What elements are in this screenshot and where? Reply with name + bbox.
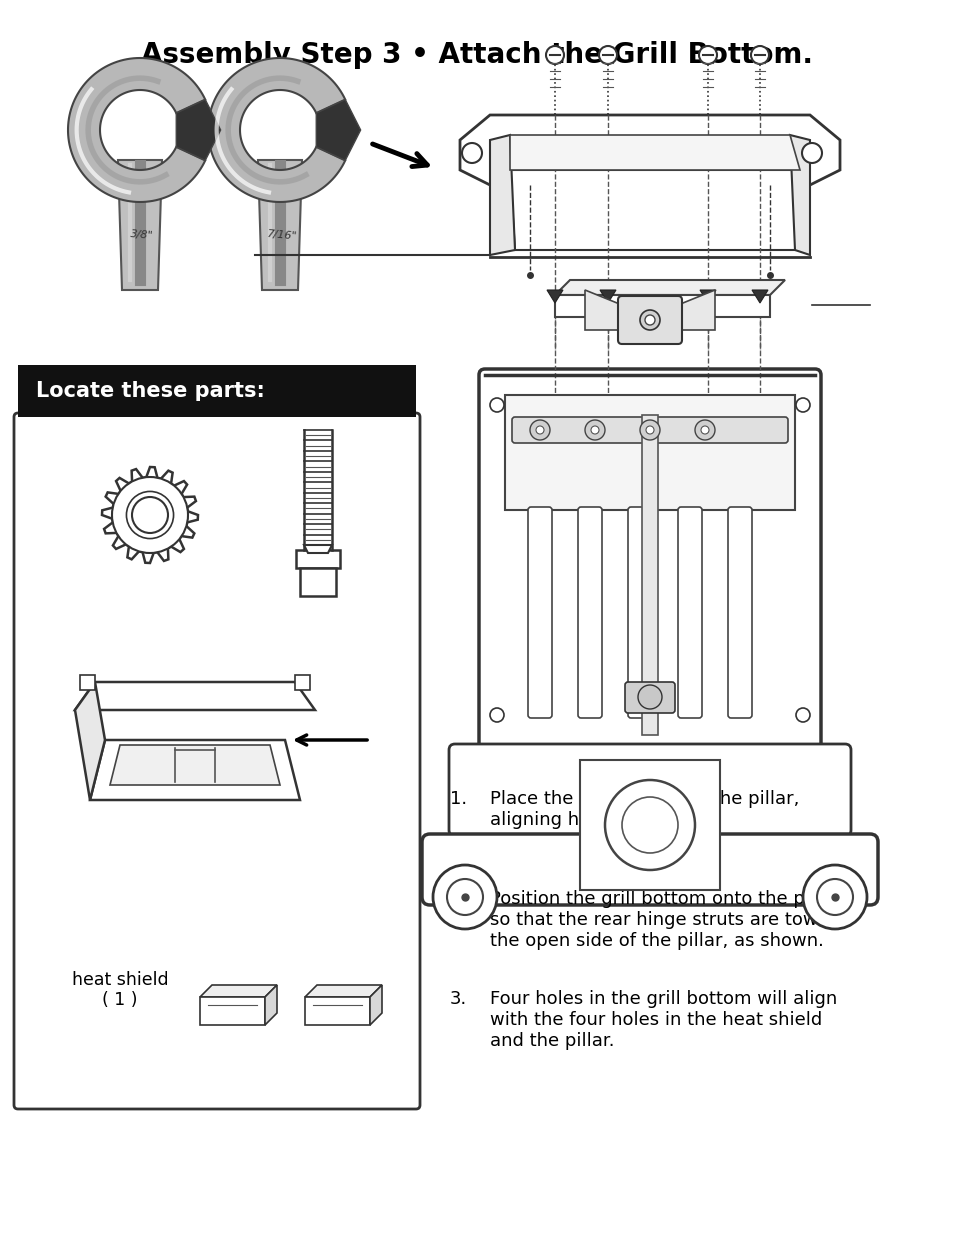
Text: Position the grill bottom onto the pillar
so that the rear hinge struts are towa: Position the grill bottom onto the pilla… [490, 890, 846, 950]
Polygon shape [305, 997, 370, 1025]
Circle shape [433, 864, 497, 929]
Circle shape [598, 46, 617, 64]
Circle shape [545, 46, 563, 64]
Text: Assembly Step 3 • Attach the Grill Bottom.: Assembly Step 3 • Attach the Grill Botto… [141, 41, 812, 69]
Circle shape [801, 143, 821, 163]
Circle shape [816, 879, 852, 915]
Polygon shape [490, 135, 515, 254]
Circle shape [490, 708, 503, 722]
Circle shape [795, 708, 809, 722]
FancyBboxPatch shape [478, 369, 821, 751]
Polygon shape [257, 161, 302, 290]
FancyBboxPatch shape [727, 508, 751, 718]
Text: 3/8": 3/8" [130, 228, 153, 241]
Polygon shape [265, 986, 276, 1025]
Circle shape [461, 143, 481, 163]
Circle shape [447, 879, 482, 915]
FancyBboxPatch shape [80, 676, 95, 690]
Circle shape [530, 420, 550, 440]
Polygon shape [316, 100, 360, 161]
Circle shape [112, 477, 188, 553]
FancyBboxPatch shape [449, 743, 850, 836]
FancyBboxPatch shape [14, 412, 419, 1109]
FancyBboxPatch shape [641, 415, 658, 735]
FancyBboxPatch shape [678, 508, 701, 718]
Text: heat shield
( 1 ): heat shield ( 1 ) [71, 971, 168, 1009]
Circle shape [621, 797, 678, 853]
Circle shape [639, 310, 659, 330]
Circle shape [700, 426, 708, 433]
Circle shape [699, 46, 717, 64]
Polygon shape [90, 740, 299, 800]
FancyBboxPatch shape [527, 508, 552, 718]
Circle shape [639, 420, 659, 440]
Polygon shape [118, 161, 162, 290]
FancyBboxPatch shape [624, 682, 675, 713]
Polygon shape [75, 682, 105, 800]
FancyBboxPatch shape [579, 760, 720, 890]
Circle shape [536, 426, 543, 433]
Polygon shape [110, 745, 280, 785]
Circle shape [644, 315, 655, 325]
FancyBboxPatch shape [627, 508, 651, 718]
Polygon shape [510, 170, 800, 249]
Circle shape [750, 46, 768, 64]
Text: Place the heat shield on the pillar,
aligning holes as shown.: Place the heat shield on the pillar, ali… [490, 790, 799, 829]
Polygon shape [370, 986, 381, 1025]
Polygon shape [176, 100, 220, 161]
Text: Locate these parts:: Locate these parts: [36, 382, 265, 401]
Text: 2.: 2. [450, 890, 467, 908]
Circle shape [795, 398, 809, 412]
Polygon shape [459, 115, 840, 185]
Circle shape [490, 398, 503, 412]
Polygon shape [751, 290, 767, 303]
Circle shape [695, 420, 714, 440]
Circle shape [638, 685, 661, 709]
Circle shape [584, 420, 604, 440]
Polygon shape [75, 682, 314, 710]
FancyBboxPatch shape [295, 550, 339, 568]
Polygon shape [555, 280, 784, 295]
Polygon shape [789, 135, 809, 254]
FancyBboxPatch shape [299, 568, 335, 597]
Text: Four holes in the grill bottom will align
with the four holes in the heat shield: Four holes in the grill bottom will alig… [490, 990, 837, 1050]
FancyBboxPatch shape [504, 395, 794, 510]
Text: 3.: 3. [450, 990, 467, 1008]
Polygon shape [305, 986, 381, 997]
FancyBboxPatch shape [294, 676, 310, 690]
Polygon shape [304, 545, 332, 553]
Text: 7/16": 7/16" [266, 228, 297, 241]
Polygon shape [546, 290, 562, 303]
Text: 1.: 1. [450, 790, 467, 808]
Circle shape [590, 426, 598, 433]
Circle shape [645, 426, 654, 433]
Polygon shape [678, 290, 714, 330]
Polygon shape [584, 290, 621, 330]
Polygon shape [208, 58, 345, 203]
Polygon shape [200, 997, 265, 1025]
Polygon shape [555, 295, 769, 317]
Polygon shape [68, 58, 205, 203]
FancyBboxPatch shape [512, 417, 787, 443]
Circle shape [802, 864, 866, 929]
Polygon shape [200, 986, 276, 997]
FancyBboxPatch shape [421, 834, 877, 905]
Polygon shape [510, 135, 800, 170]
Polygon shape [599, 290, 616, 303]
Polygon shape [102, 467, 198, 563]
Circle shape [132, 496, 168, 534]
Circle shape [604, 781, 695, 869]
FancyBboxPatch shape [618, 296, 681, 345]
FancyBboxPatch shape [18, 366, 416, 417]
FancyBboxPatch shape [578, 508, 601, 718]
Circle shape [127, 492, 173, 538]
Polygon shape [700, 290, 716, 303]
